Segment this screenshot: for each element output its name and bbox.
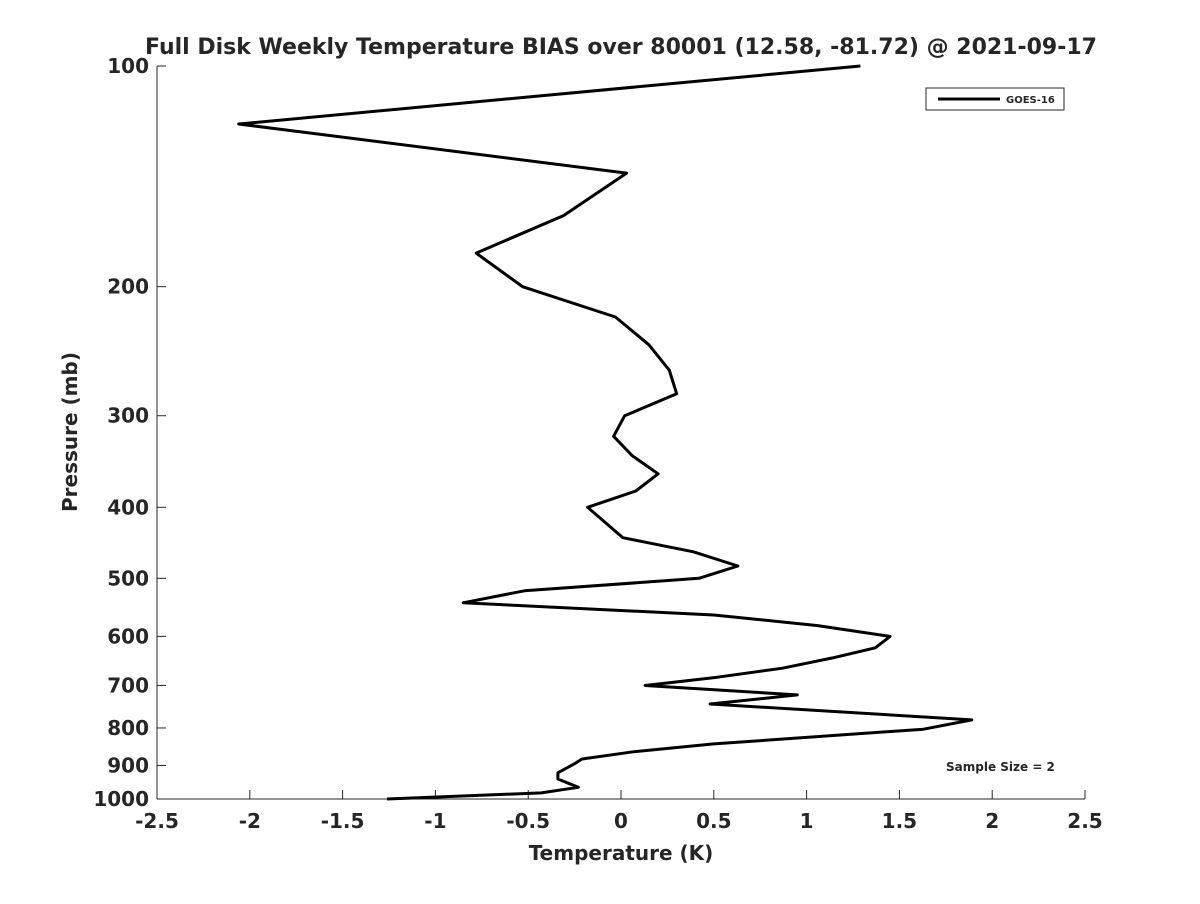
legend-label-goes-16: GOES-16: [1006, 95, 1055, 106]
x-tick-label: 0: [614, 809, 628, 833]
legend: GOES-16: [925, 87, 1065, 111]
x-axis-label: Temperature (K): [529, 841, 714, 865]
x-tick-label: -2: [239, 809, 261, 833]
x-tick-label: 1: [800, 809, 814, 833]
y-tick-label: 100: [107, 54, 149, 78]
axes: -2.5 -2 -1.5 -1 -0.5 0 0.5 1 1.5 2 2.5 100 200 300 400…: [93, 54, 1102, 833]
x-tick-label: -1: [424, 809, 446, 833]
y-tick-label: 800: [107, 716, 149, 740]
x-tick-label: -0.5: [506, 809, 550, 833]
y-tick-label: 300: [107, 404, 149, 428]
series-line-goes-16: [237, 64, 974, 801]
y-tick-label: 900: [107, 753, 149, 777]
x-tick-label: 0.5: [696, 809, 731, 833]
x-tick-label: -1.5: [321, 809, 365, 833]
x-tick-label: 1.5: [882, 809, 917, 833]
y-tick-label: 1000: [93, 787, 149, 811]
plot-area: [237, 64, 974, 801]
y-tick-label: 200: [107, 275, 149, 299]
y-tick-label: 600: [107, 624, 149, 648]
y-tick-label: 700: [107, 673, 149, 697]
x-tick-label: 2.5: [1067, 809, 1102, 833]
y-tick-label: 500: [107, 566, 149, 590]
x-tick-label: -2.5: [135, 809, 179, 833]
chart-title: Full Disk Weekly Temperature BIAS over 8…: [145, 35, 1097, 60]
x-tick-label: 2: [985, 809, 999, 833]
y-tick-label: 400: [107, 495, 149, 519]
sample-size-annotation: Sample Size = 2: [946, 760, 1055, 774]
y-axis-label: Pressure (mb): [58, 352, 82, 512]
